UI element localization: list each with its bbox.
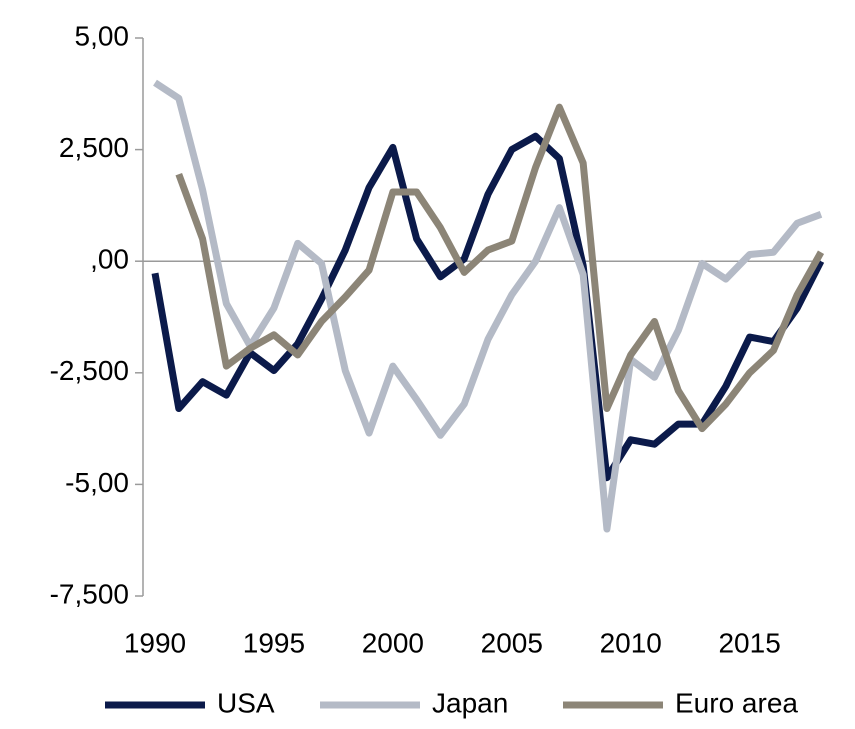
x-tick-label: 1990	[124, 627, 186, 658]
series-line	[153, 79, 823, 533]
y-tick-label: -7,500	[50, 578, 129, 609]
y-tick-label: 2,500	[59, 132, 129, 163]
y-tick-label: -5,00	[65, 467, 129, 498]
series-line	[151, 132, 825, 482]
x-tick-label: 2015	[718, 627, 780, 658]
y-tick-label: 5,00	[75, 20, 130, 51]
x-tick-label: 2005	[481, 627, 543, 658]
legend-label: Euro area	[675, 687, 798, 718]
legend-label: USA	[217, 687, 275, 718]
x-tick-label: 2000	[362, 627, 424, 658]
x-tick-label: 1995	[243, 627, 305, 658]
legend-label: Japan	[432, 687, 508, 718]
y-tick-label: ,00	[90, 244, 129, 275]
x-tick-label: 2010	[600, 627, 662, 658]
y-tick-label: -2,500	[50, 355, 129, 386]
series-line	[175, 103, 825, 433]
